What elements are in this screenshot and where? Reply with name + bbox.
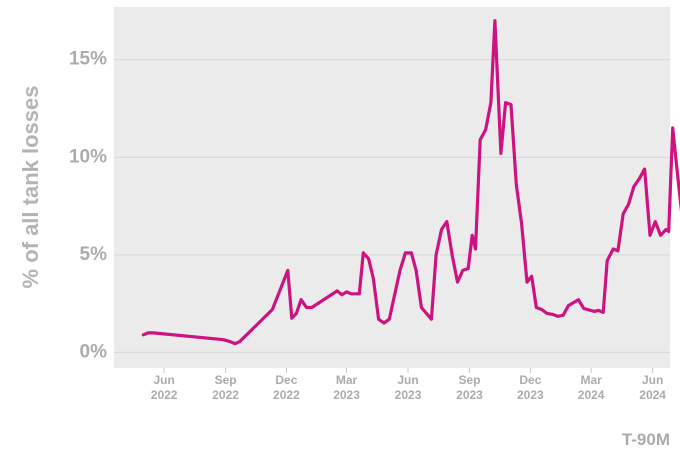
gridlines: [114, 59, 670, 353]
x-tick-year: 2022: [151, 388, 178, 402]
x-tick-month: Jun: [153, 373, 174, 387]
x-tick-month: Dec: [519, 373, 541, 387]
x-tick-month: Jun: [397, 373, 418, 387]
x-tick-year: 2024: [639, 388, 666, 402]
x-tick-labels: Jun2022Sep2022Dec2022Mar2023Jun2023Sep20…: [151, 368, 666, 402]
x-tick-month: Mar: [580, 373, 602, 387]
x-tick-year: 2023: [517, 388, 544, 402]
y-tick-label: 0%: [80, 341, 108, 362]
x-tick-month: Jun: [642, 373, 663, 387]
x-tick-year: 2023: [333, 388, 360, 402]
x-tick-month: Dec: [275, 373, 297, 387]
x-tick-year: 2022: [212, 388, 239, 402]
y-tick-labels: 0% 5% 10% 15%: [69, 49, 107, 363]
x-tick-year: 2023: [395, 388, 422, 402]
y-tick-label: 10%: [69, 146, 107, 167]
x-tick-year: 2022: [273, 388, 300, 402]
x-tick-year: 2024: [578, 388, 605, 402]
x-tick-year: 2023: [456, 388, 483, 402]
series-group: [141, 19, 680, 346]
y-axis-label: % of all tank losses: [18, 86, 43, 289]
y-tick-label: 15%: [69, 49, 107, 70]
y-tick-label: 5%: [80, 244, 108, 265]
x-tick-month: Mar: [336, 373, 358, 387]
x-tick-month: Sep: [459, 373, 481, 387]
chart-caption: T-90M: [621, 430, 670, 449]
x-tick-month: Sep: [215, 373, 237, 387]
